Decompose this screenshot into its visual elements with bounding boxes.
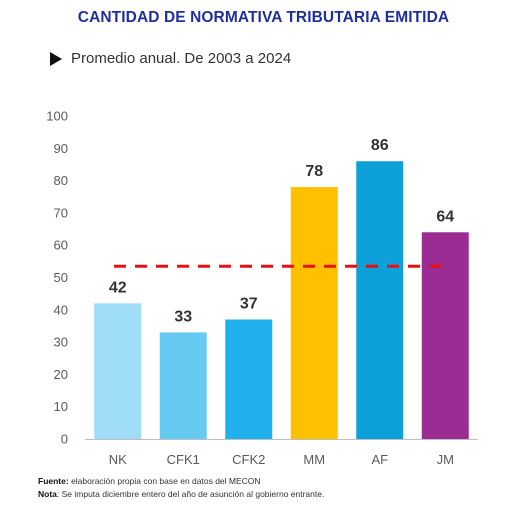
x-tick-label: CFK2 xyxy=(232,452,265,467)
chart-subtitle: Promedio anual. De 2003 a 2024 xyxy=(50,50,291,67)
x-tick-label: CFK1 xyxy=(167,452,200,467)
y-tick-label: 20 xyxy=(54,367,68,382)
play-triangle-icon xyxy=(50,51,62,66)
data-label: 86 xyxy=(371,137,389,154)
x-tick-label: MM xyxy=(303,452,325,467)
bars-group: 42 33 37 78 86 64 xyxy=(94,137,469,439)
y-tick-label: 70 xyxy=(54,205,68,220)
source-label: Fuente: xyxy=(38,476,69,486)
bar-nk xyxy=(94,303,142,439)
source-footnote: Fuente: elaboración propia con base en d… xyxy=(38,476,261,486)
chart-subtitle-text: Promedio anual. De 2003 a 2024 xyxy=(71,50,292,67)
note-label: Nota xyxy=(38,489,57,499)
bar-chart: 0 10 20 30 40 50 60 70 80 90 100 42 33 37 78 86 64 NK CF… xyxy=(46,109,478,467)
bar-cfk2 xyxy=(225,319,273,439)
y-tick-label: 50 xyxy=(54,270,68,285)
y-tick-label: 60 xyxy=(54,238,68,253)
x-tick-label: NK xyxy=(109,452,127,467)
note-footnote: Nota: Se imputa diciembre entero del año… xyxy=(38,489,324,499)
x-axis: NK CFK1 CFK2 MM AF JM xyxy=(85,439,478,467)
data-label: 64 xyxy=(436,208,454,225)
y-tick-label: 0 xyxy=(61,432,68,447)
y-tick-label: 100 xyxy=(46,109,68,124)
y-tick-label: 30 xyxy=(54,335,68,350)
data-label: 37 xyxy=(240,295,258,312)
y-tick-label: 80 xyxy=(54,173,68,188)
bar-mm xyxy=(290,187,338,439)
data-label: 42 xyxy=(109,279,127,296)
x-tick-label: JM xyxy=(437,452,454,467)
source-text: elaboración propia con base en datos del… xyxy=(68,476,261,486)
y-tick-label: 40 xyxy=(54,302,68,317)
y-tick-label: 10 xyxy=(54,399,68,414)
chart-title: CANTIDAD DE NORMATIVA TRIBUTARIA EMITIDA xyxy=(77,9,450,26)
bar-jm xyxy=(421,232,469,439)
data-label: 78 xyxy=(305,163,323,180)
x-tick-label: AF xyxy=(371,452,388,467)
note-text: : Se imputa diciembre entero del año de … xyxy=(56,489,325,499)
bar-cfk1 xyxy=(159,332,207,439)
y-axis: 0 10 20 30 40 50 60 70 80 90 100 xyxy=(46,109,68,447)
bar-af xyxy=(356,161,404,439)
y-tick-label: 90 xyxy=(54,141,68,156)
data-label: 33 xyxy=(174,308,192,325)
